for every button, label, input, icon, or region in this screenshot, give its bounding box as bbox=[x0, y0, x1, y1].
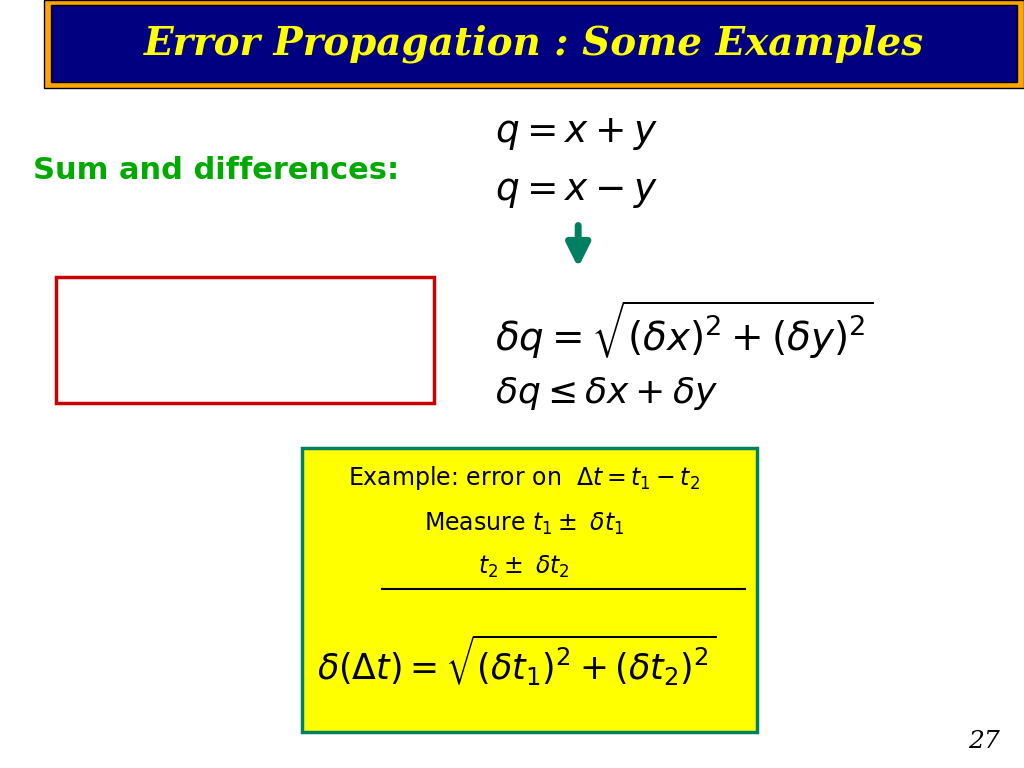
FancyArrowPatch shape bbox=[568, 226, 588, 260]
FancyBboxPatch shape bbox=[51, 5, 1017, 82]
FancyBboxPatch shape bbox=[44, 0, 1024, 88]
Text: $\delta q = \sqrt{(\delta x)^2 + (\delta y)^2}$: $\delta q = \sqrt{(\delta x)^2 + (\delta… bbox=[495, 299, 873, 362]
Text: If measurement errors on x: If measurement errors on x bbox=[74, 316, 417, 341]
Text: Sum and differences:: Sum and differences: bbox=[33, 156, 398, 185]
FancyBboxPatch shape bbox=[302, 448, 758, 732]
Text: $\delta(\Delta t) = \sqrt{(\delta t_1)^2 + (\delta t_2)^2}$: $\delta(\Delta t) = \sqrt{(\delta t_1)^2… bbox=[316, 633, 716, 688]
Text: $\delta q \leq \delta x + \delta y$: $\delta q \leq \delta x + \delta y$ bbox=[495, 375, 718, 412]
Text: $q = x - y$: $q = x - y$ bbox=[495, 174, 657, 210]
Text: $t_2 \pm\ \delta t_2$: $t_2 \pm\ \delta t_2$ bbox=[478, 554, 570, 580]
Text: Example: error on  $\Delta t = t_1 - t_2$: Example: error on $\Delta t = t_1 - t_2$ bbox=[348, 464, 700, 492]
Text: Measure $t_1 \pm\ \delta t_1$: Measure $t_1 \pm\ \delta t_1$ bbox=[424, 511, 625, 537]
Text: 27: 27 bbox=[968, 730, 999, 753]
Text: $q = x + y$: $q = x + y$ bbox=[495, 117, 657, 152]
Text: Error Propagation : Some Examples: Error Propagation : Some Examples bbox=[144, 25, 924, 63]
Text: & y  are independent then: & y are independent then bbox=[80, 360, 410, 385]
FancyBboxPatch shape bbox=[56, 277, 434, 403]
